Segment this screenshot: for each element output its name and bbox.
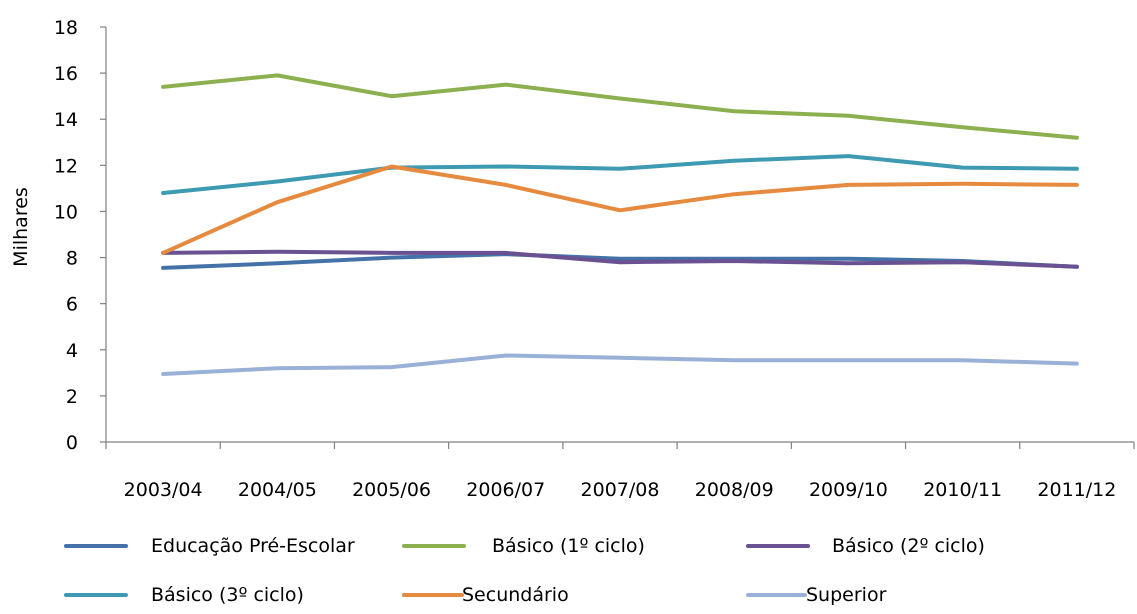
y-tick-label: 2	[66, 386, 78, 408]
series-line-superior	[161, 353, 1079, 376]
axes: 0 2 4 6 8 10 12 14 16 18 2003/04 2004/05 2005/06 2006…	[54, 17, 1135, 501]
y-tick-label: 16	[54, 63, 78, 85]
y-tick-label: 6	[66, 294, 78, 316]
x-tick-label: 2003/04	[124, 479, 203, 501]
y-tick-label: 10	[54, 201, 78, 223]
series-line-basico-3-ciclo	[161, 154, 1079, 195]
y-tick-label: 18	[54, 17, 78, 39]
y-tick-label: 4	[66, 340, 78, 362]
x-tick-label: 2008/09	[695, 479, 774, 501]
legend: Educação Pré-Escolar Básico (1º ciclo) Bás…	[64, 535, 985, 606]
legend-label: Superior	[806, 584, 887, 606]
legend-label: Básico (2º ciclo)	[832, 535, 985, 557]
x-tick-label: 2005/06	[352, 479, 431, 501]
legend-label: Secundário	[462, 584, 569, 606]
series-line-educacao-pre-escolar	[161, 252, 1079, 270]
y-axis-title: Milhares	[10, 187, 32, 267]
legend-label: Básico (1º ciclo)	[492, 535, 645, 557]
series-line-basico-1-ciclo	[161, 73, 1079, 140]
y-tick-label: 8	[66, 248, 78, 270]
x-tick-label: 2004/05	[238, 479, 317, 501]
y-tick-label: 12	[54, 155, 78, 177]
y-tick-label: 0	[66, 432, 78, 454]
legend-label: Educação Pré-Escolar	[151, 535, 355, 557]
x-tick-label: 2009/10	[809, 479, 888, 501]
x-tick-label: 2006/07	[466, 479, 545, 501]
x-tick-label: 2011/12	[1037, 479, 1116, 501]
series-layer	[161, 73, 1079, 376]
y-tick-label: 14	[54, 109, 78, 131]
series-line-secundario	[161, 164, 1079, 255]
x-tick-label: 2010/11	[923, 479, 1002, 501]
series-line-basico-2-ciclo	[161, 249, 1079, 269]
legend-label: Básico (3º ciclo)	[151, 584, 304, 606]
x-tick-label: 2007/08	[581, 479, 660, 501]
